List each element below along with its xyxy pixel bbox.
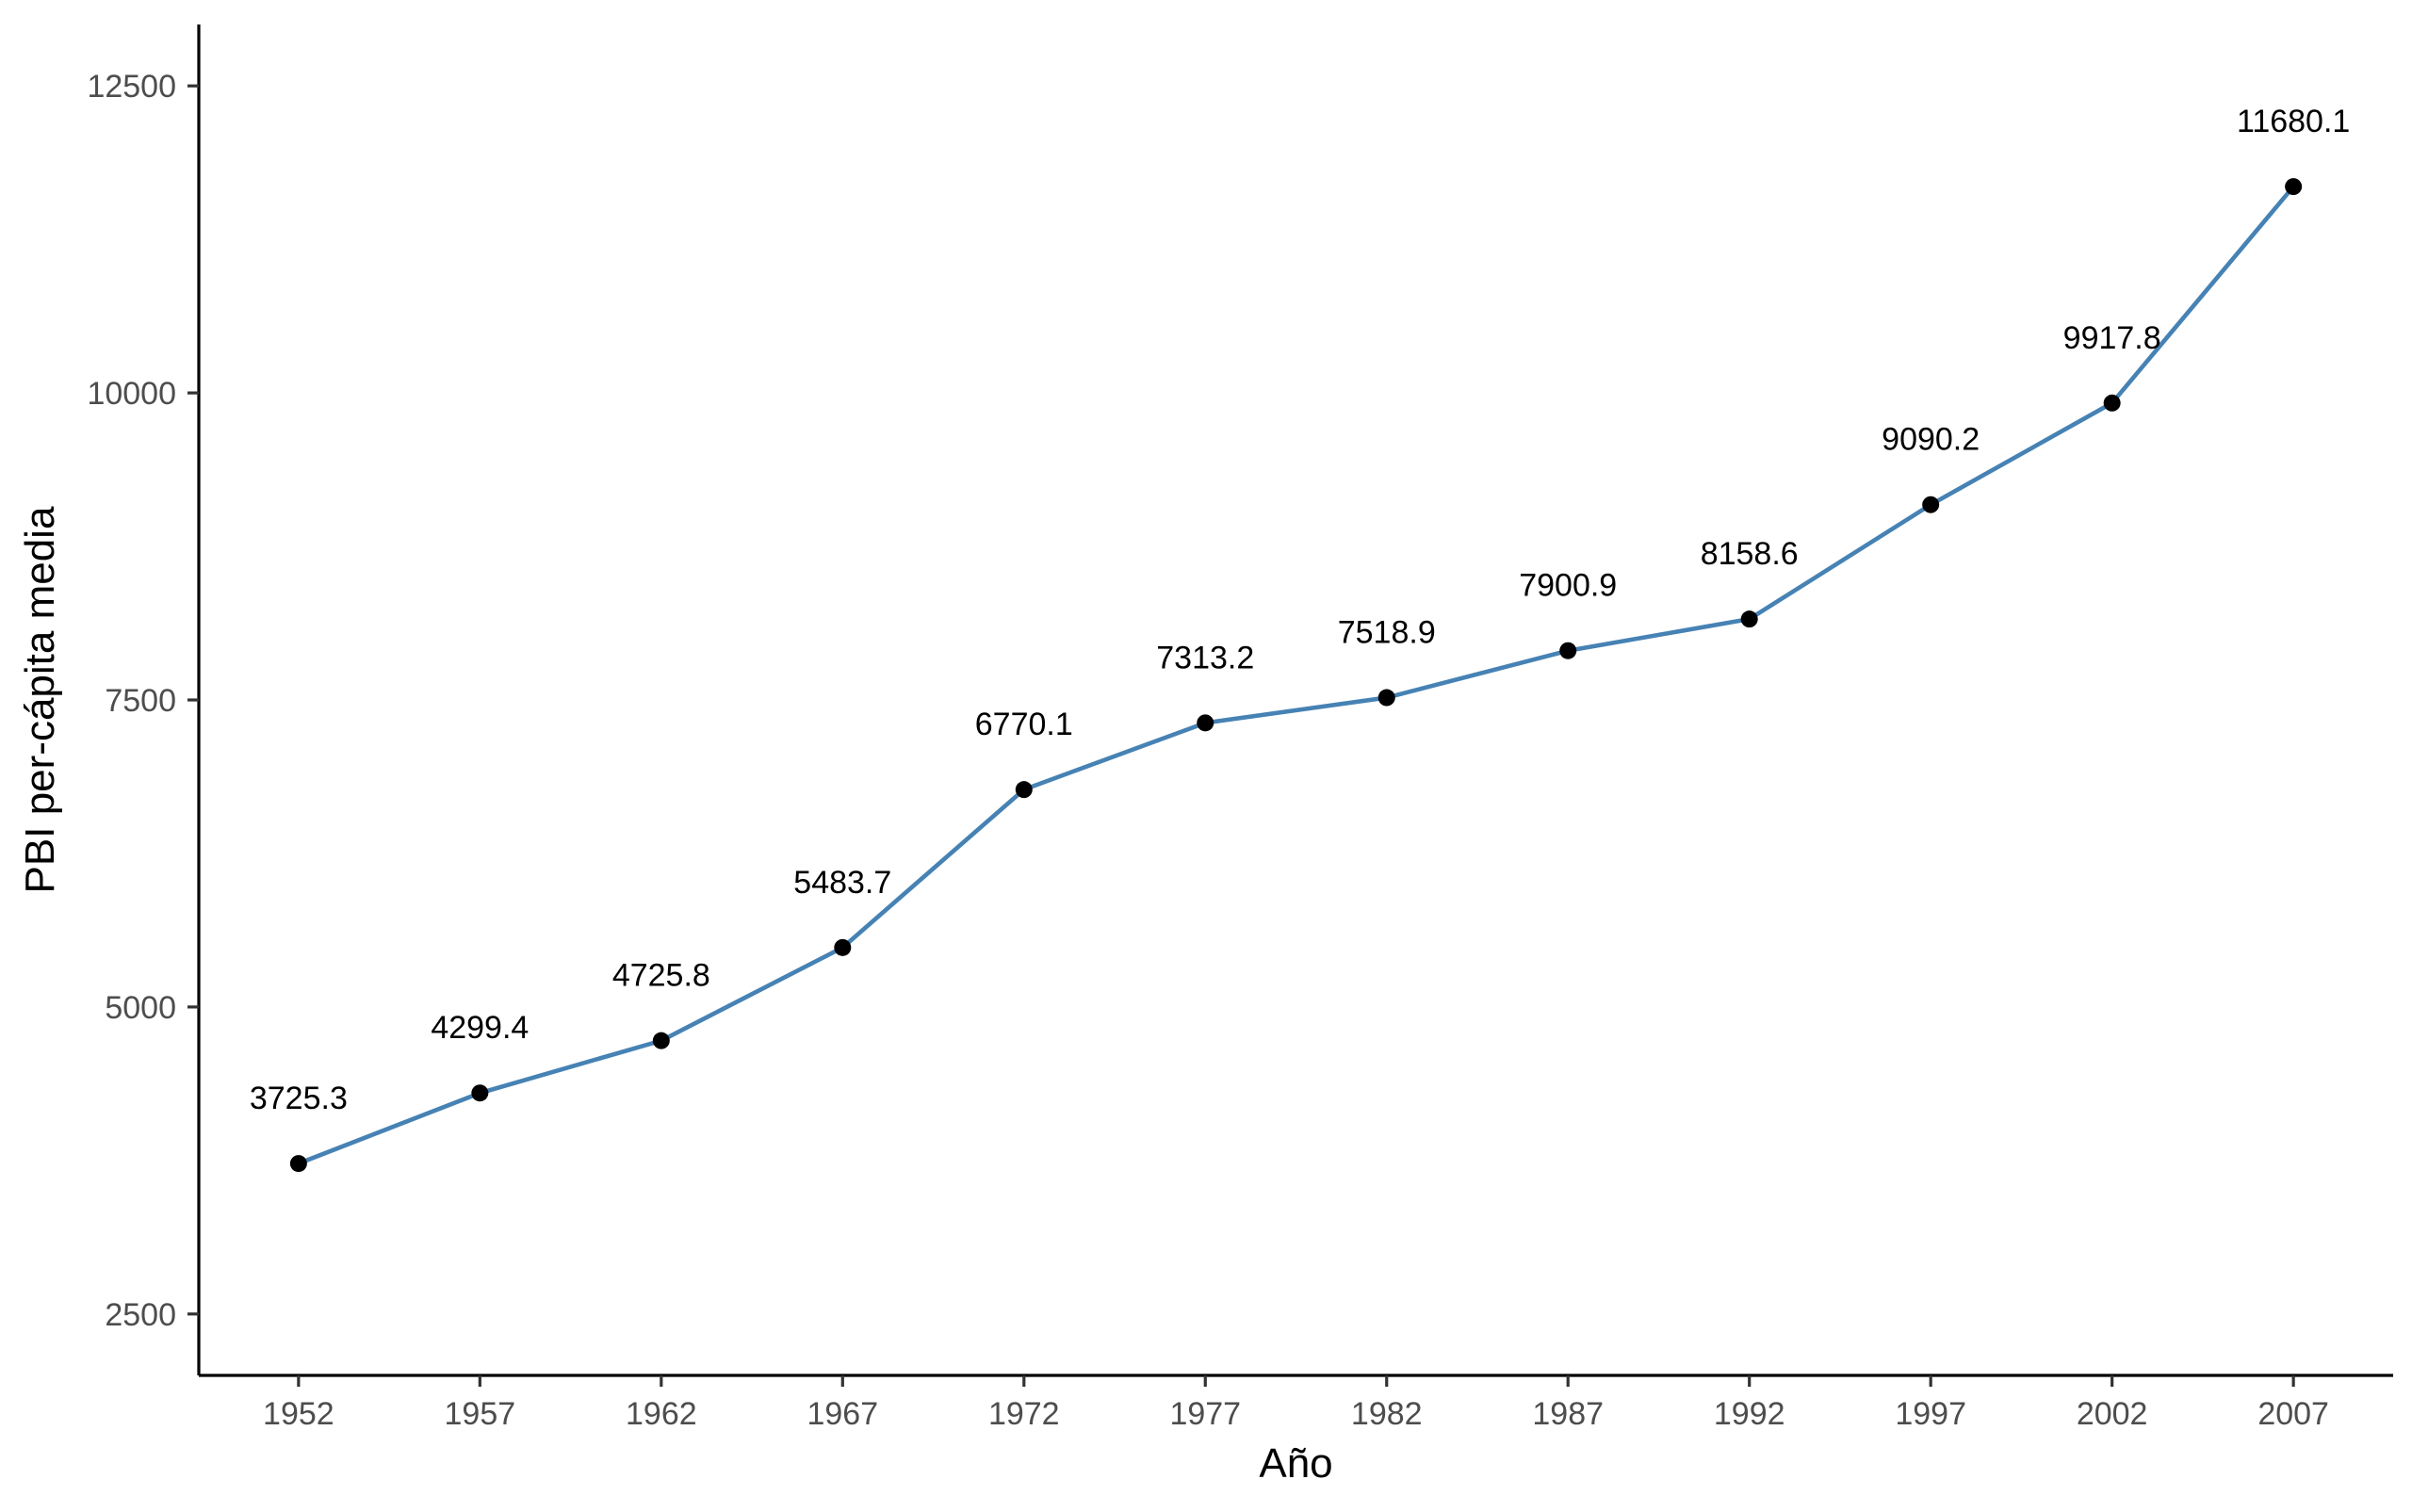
data-label: 7518.9 — [1338, 615, 1436, 651]
data-label: 3725.3 — [250, 1081, 348, 1116]
x-axis-title: Año — [1259, 1440, 1332, 1487]
x-tick-label: 1987 — [1532, 1396, 1604, 1432]
y-axis-title: PBI per-cápita media — [17, 506, 63, 893]
x-tick-label: 1997 — [1895, 1396, 1966, 1432]
data-point — [471, 1084, 489, 1102]
x-tick-label: 2007 — [2257, 1396, 2329, 1432]
data-point — [1197, 714, 1214, 732]
y-tick-label: 7500 — [105, 683, 176, 719]
x-tick-label: 2002 — [2077, 1396, 2148, 1432]
x-axis-ticks: 1952 1957 1962 1967 1972 1977 1982 1987 1992 1997… — [263, 1375, 2329, 1432]
data-point — [1740, 610, 1758, 628]
y-tick-label: 2500 — [105, 1297, 176, 1333]
data-label: 7900.9 — [1519, 568, 1617, 604]
data-point — [1559, 642, 1577, 659]
x-tick-label: 1972 — [988, 1396, 1060, 1432]
x-tick-label: 1962 — [626, 1396, 697, 1432]
data-label: 4299.4 — [431, 1010, 529, 1046]
data-point — [1922, 496, 1940, 513]
data-point — [2285, 178, 2303, 196]
x-tick-label: 1967 — [807, 1396, 878, 1432]
series-group — [289, 178, 2303, 1173]
data-point — [1015, 781, 1033, 799]
data-label: 11680.1 — [2237, 104, 2350, 139]
x-tick-label: 1982 — [1351, 1396, 1423, 1432]
y-tick-label: 5000 — [105, 990, 176, 1026]
data-label: 4725.8 — [612, 958, 710, 994]
data-label: 9917.8 — [2063, 320, 2161, 356]
data-point — [2103, 394, 2121, 412]
data-label: 8158.6 — [1701, 536, 1799, 572]
y-axis-ticks: 2500 5000 7500 10000 12500 — [87, 69, 199, 1333]
data-point — [834, 938, 852, 956]
series-line — [298, 185, 2295, 1166]
x-tick-label: 1977 — [1169, 1396, 1241, 1432]
data-label: 9090.2 — [1882, 422, 1980, 458]
axes — [197, 24, 2393, 1377]
x-tick-label: 1957 — [445, 1396, 516, 1432]
y-tick-label: 10000 — [87, 376, 176, 412]
data-point — [289, 1155, 307, 1173]
data-point — [652, 1032, 670, 1049]
data-point — [1377, 689, 1395, 707]
x-tick-label: 1952 — [263, 1396, 334, 1432]
x-tick-label: 1992 — [1714, 1396, 1785, 1432]
y-tick-label: 12500 — [87, 69, 176, 105]
data-label: 5483.7 — [793, 865, 891, 901]
data-label: 7313.2 — [1156, 640, 1254, 675]
data-labels: 3725.3 4299.4 4725.8 5483.7 6770.1 7313.2 7518… — [250, 104, 2350, 1116]
data-label: 6770.1 — [975, 707, 1073, 742]
